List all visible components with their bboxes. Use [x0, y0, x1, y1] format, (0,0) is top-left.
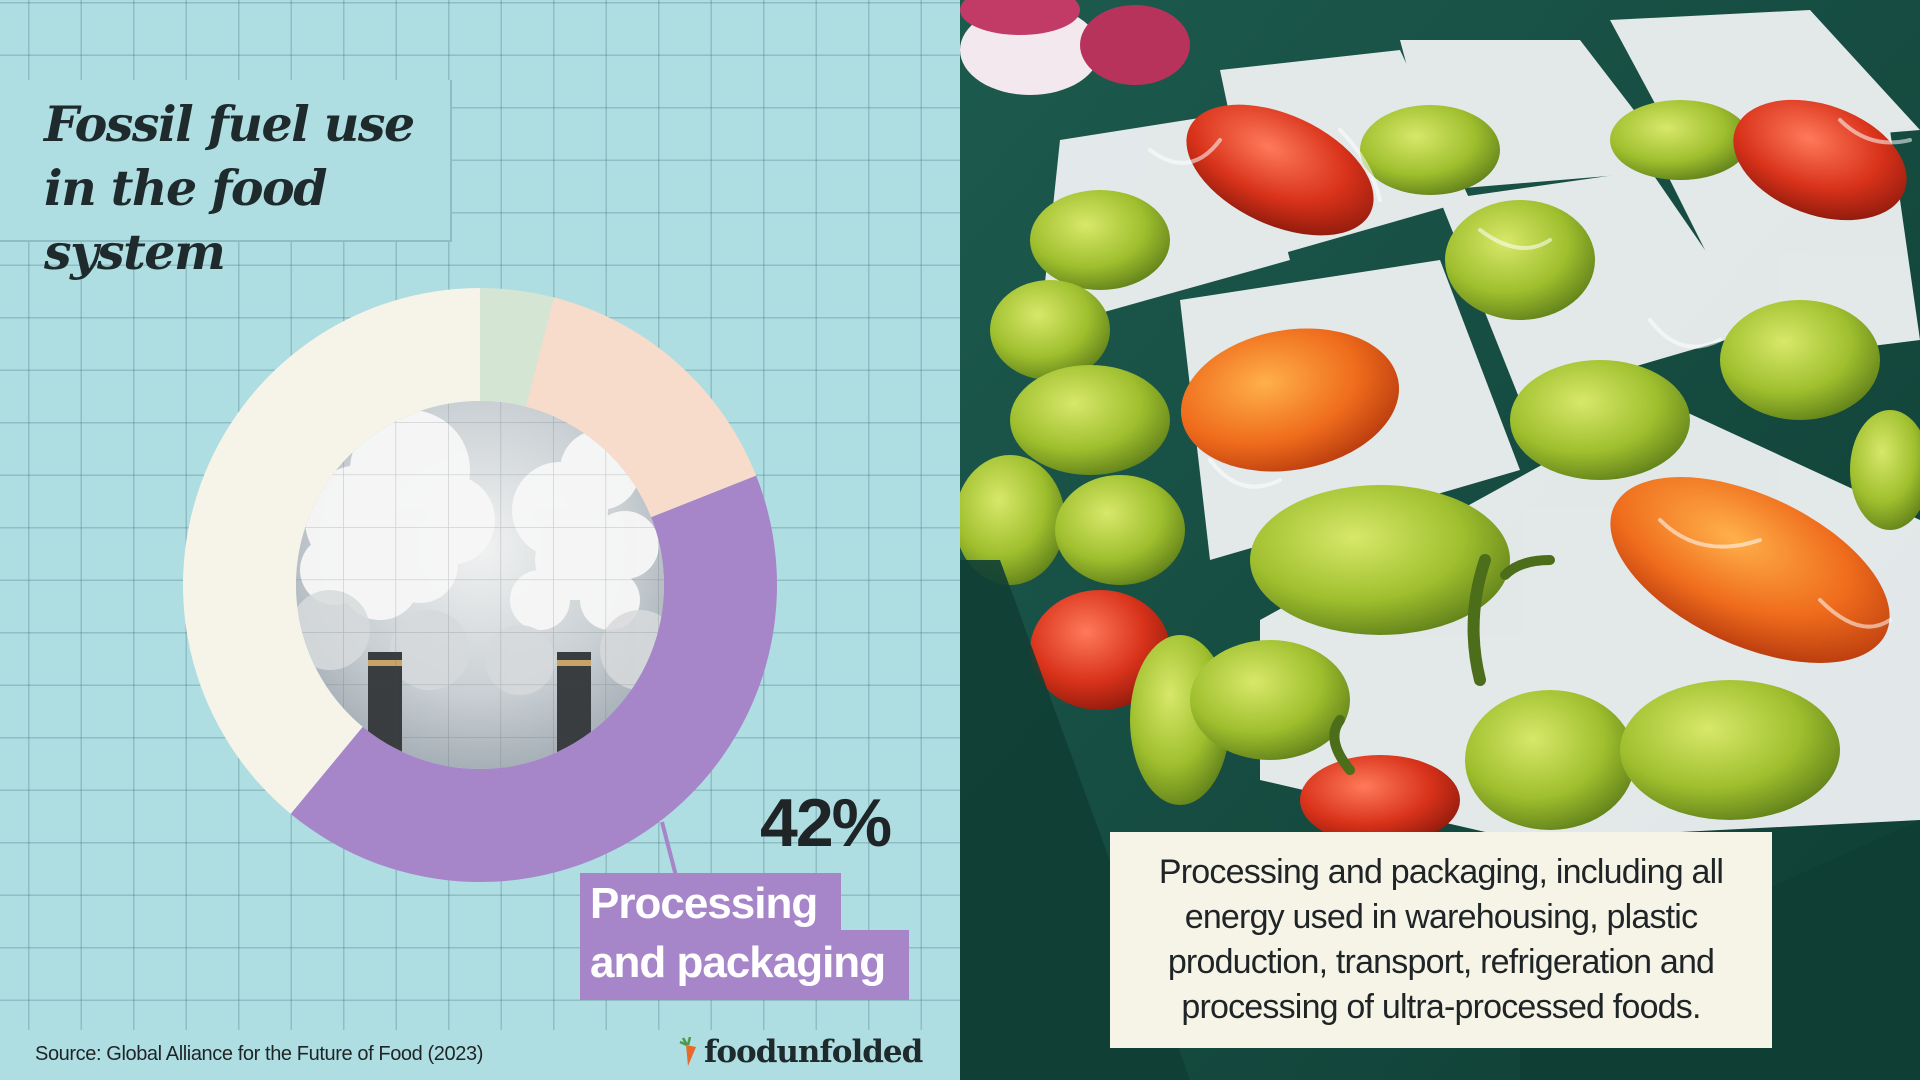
caption-box: Processing and packaging, including all …: [1110, 832, 1772, 1048]
donut-slice-4: [183, 288, 480, 814]
highlight-label-line2: and packaging: [580, 930, 910, 1000]
footer-bar: [0, 1030, 960, 1080]
donut-slice-1: [480, 288, 554, 407]
donut-slice-2: [525, 297, 757, 518]
caption-text: Processing and packaging, including all …: [1158, 853, 1724, 1026]
page-title: Fossil fuel use in the food system: [44, 95, 415, 281]
donut-slices: [183, 288, 777, 882]
highlight-value: 42%: [760, 785, 892, 861]
carrot-icon: [679, 1037, 696, 1066]
smokestack-image: [296, 401, 664, 769]
infographic-panel: Fossil fuel use in the food system: [0, 0, 960, 1080]
title-box: [0, 80, 452, 242]
logo-text: foodunfolded: [704, 1034, 923, 1070]
highlight-label-line1: Processing: [580, 873, 842, 934]
foodunfolded-logo[interactable]: foodunfolded: [678, 1034, 923, 1070]
callout-line: [660, 821, 678, 877]
donut-slice-3: [290, 475, 777, 882]
source-text: Source: Global Alliance for the Future o…: [35, 1043, 483, 1065]
donut-chart: [183, 288, 777, 882]
